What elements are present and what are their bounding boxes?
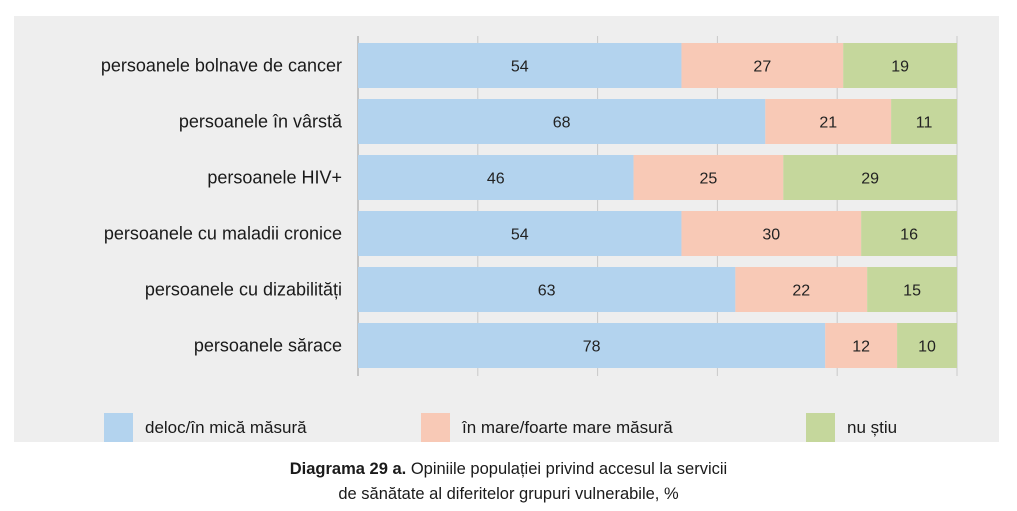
caption-line2: de sănătate al diferitelor grupuri vulne… [338, 485, 679, 503]
caption-bold: Diagrama 29 a. [289, 460, 407, 478]
category-label-5: persoanele sărace [194, 336, 342, 356]
legend-swatch-0 [104, 413, 133, 442]
category-label-1: persoanele în vârstă [179, 112, 343, 132]
data-label-2-series-2: 29 [861, 171, 879, 188]
bar-1-series-2 [891, 99, 957, 144]
bar-2-series-2 [783, 155, 957, 200]
data-label-1-series-2: 11 [916, 115, 933, 132]
bar-5-series-1 [825, 323, 898, 368]
legend-label-1: în mare/foarte mare măsură [462, 417, 673, 437]
data-label-5-series-2: 10 [918, 339, 936, 356]
bar-2-series-0 [358, 155, 634, 200]
data-label-4-series-1: 22 [792, 283, 810, 300]
legend-item-0: deloc/în mică măsură [104, 413, 307, 442]
data-label-1-series-0: 68 [553, 115, 571, 132]
bar-2-series-1 [633, 155, 784, 200]
data-label-4-series-0: 63 [538, 283, 556, 300]
category-label-4: persoanele cu dizabilități [145, 280, 342, 300]
data-label-5-series-1: 12 [852, 339, 870, 356]
legend-label-2: nu știu [847, 417, 898, 437]
bar-1-series-0 [358, 99, 766, 144]
bar-1-series-1 [765, 99, 892, 144]
bar-4-series-1 [735, 267, 868, 312]
data-label-0-series-1: 27 [753, 59, 771, 76]
chart-panel: 54 27 19 68 21 11 46 25 29 54 30 16 63 22 15 78 12 10 per… [14, 16, 999, 442]
data-label-0-series-2: 19 [891, 59, 909, 76]
data-label-5-series-0: 78 [583, 339, 601, 356]
bar-4-series-0 [358, 267, 736, 312]
data-label-1-series-1: 21 [819, 115, 837, 132]
bars: 54 27 19 68 21 11 46 25 29 54 30 16 63 22 15 78 12 10 [358, 43, 957, 368]
data-label-4-series-2: 15 [903, 283, 921, 300]
bar-0-series-1 [681, 43, 844, 88]
data-label-3-series-0: 54 [511, 227, 529, 244]
legend-swatch-2 [806, 413, 835, 442]
data-label-3-series-1: 30 [762, 227, 780, 244]
bar-0-series-0 [358, 43, 682, 88]
data-label-2-series-0: 46 [487, 171, 505, 188]
category-label-0: persoanele bolnave de cancer [101, 56, 342, 76]
bar-5-series-0 [358, 323, 826, 368]
legend-swatch-1 [421, 413, 450, 442]
category-label-3: persoanele cu maladii cronice [104, 224, 342, 244]
stacked-bar-chart: 54 27 19 68 21 11 46 25 29 54 30 16 63 22 15 78 12 10 per… [101, 36, 958, 376]
legend-item-1: în mare/foarte mare măsură [421, 413, 673, 442]
bar-5-series-2 [897, 323, 957, 368]
category-label-2: persoanele HIV+ [207, 168, 342, 188]
grid-lines [357, 36, 958, 376]
bar-4-series-2 [867, 267, 957, 312]
bar-3-series-1 [681, 211, 862, 256]
bar-3-series-0 [358, 211, 682, 256]
bar-3-series-2 [861, 211, 957, 256]
figure-caption: Diagrama 29 a. Opiniile populației privi… [0, 457, 1017, 507]
data-label-0-series-0: 54 [511, 59, 529, 76]
bar-0-series-2 [843, 43, 957, 88]
category-labels: persoanele bolnave de cancer persoanele î… [101, 56, 343, 356]
data-label-3-series-2: 16 [900, 227, 918, 244]
data-label-2-series-1: 25 [700, 171, 718, 188]
caption-line1: Opiniile populației privind accesul la s… [406, 460, 728, 478]
legend-label-0: deloc/în mică măsură [145, 417, 307, 437]
legend-item-2: nu știu [806, 413, 897, 442]
